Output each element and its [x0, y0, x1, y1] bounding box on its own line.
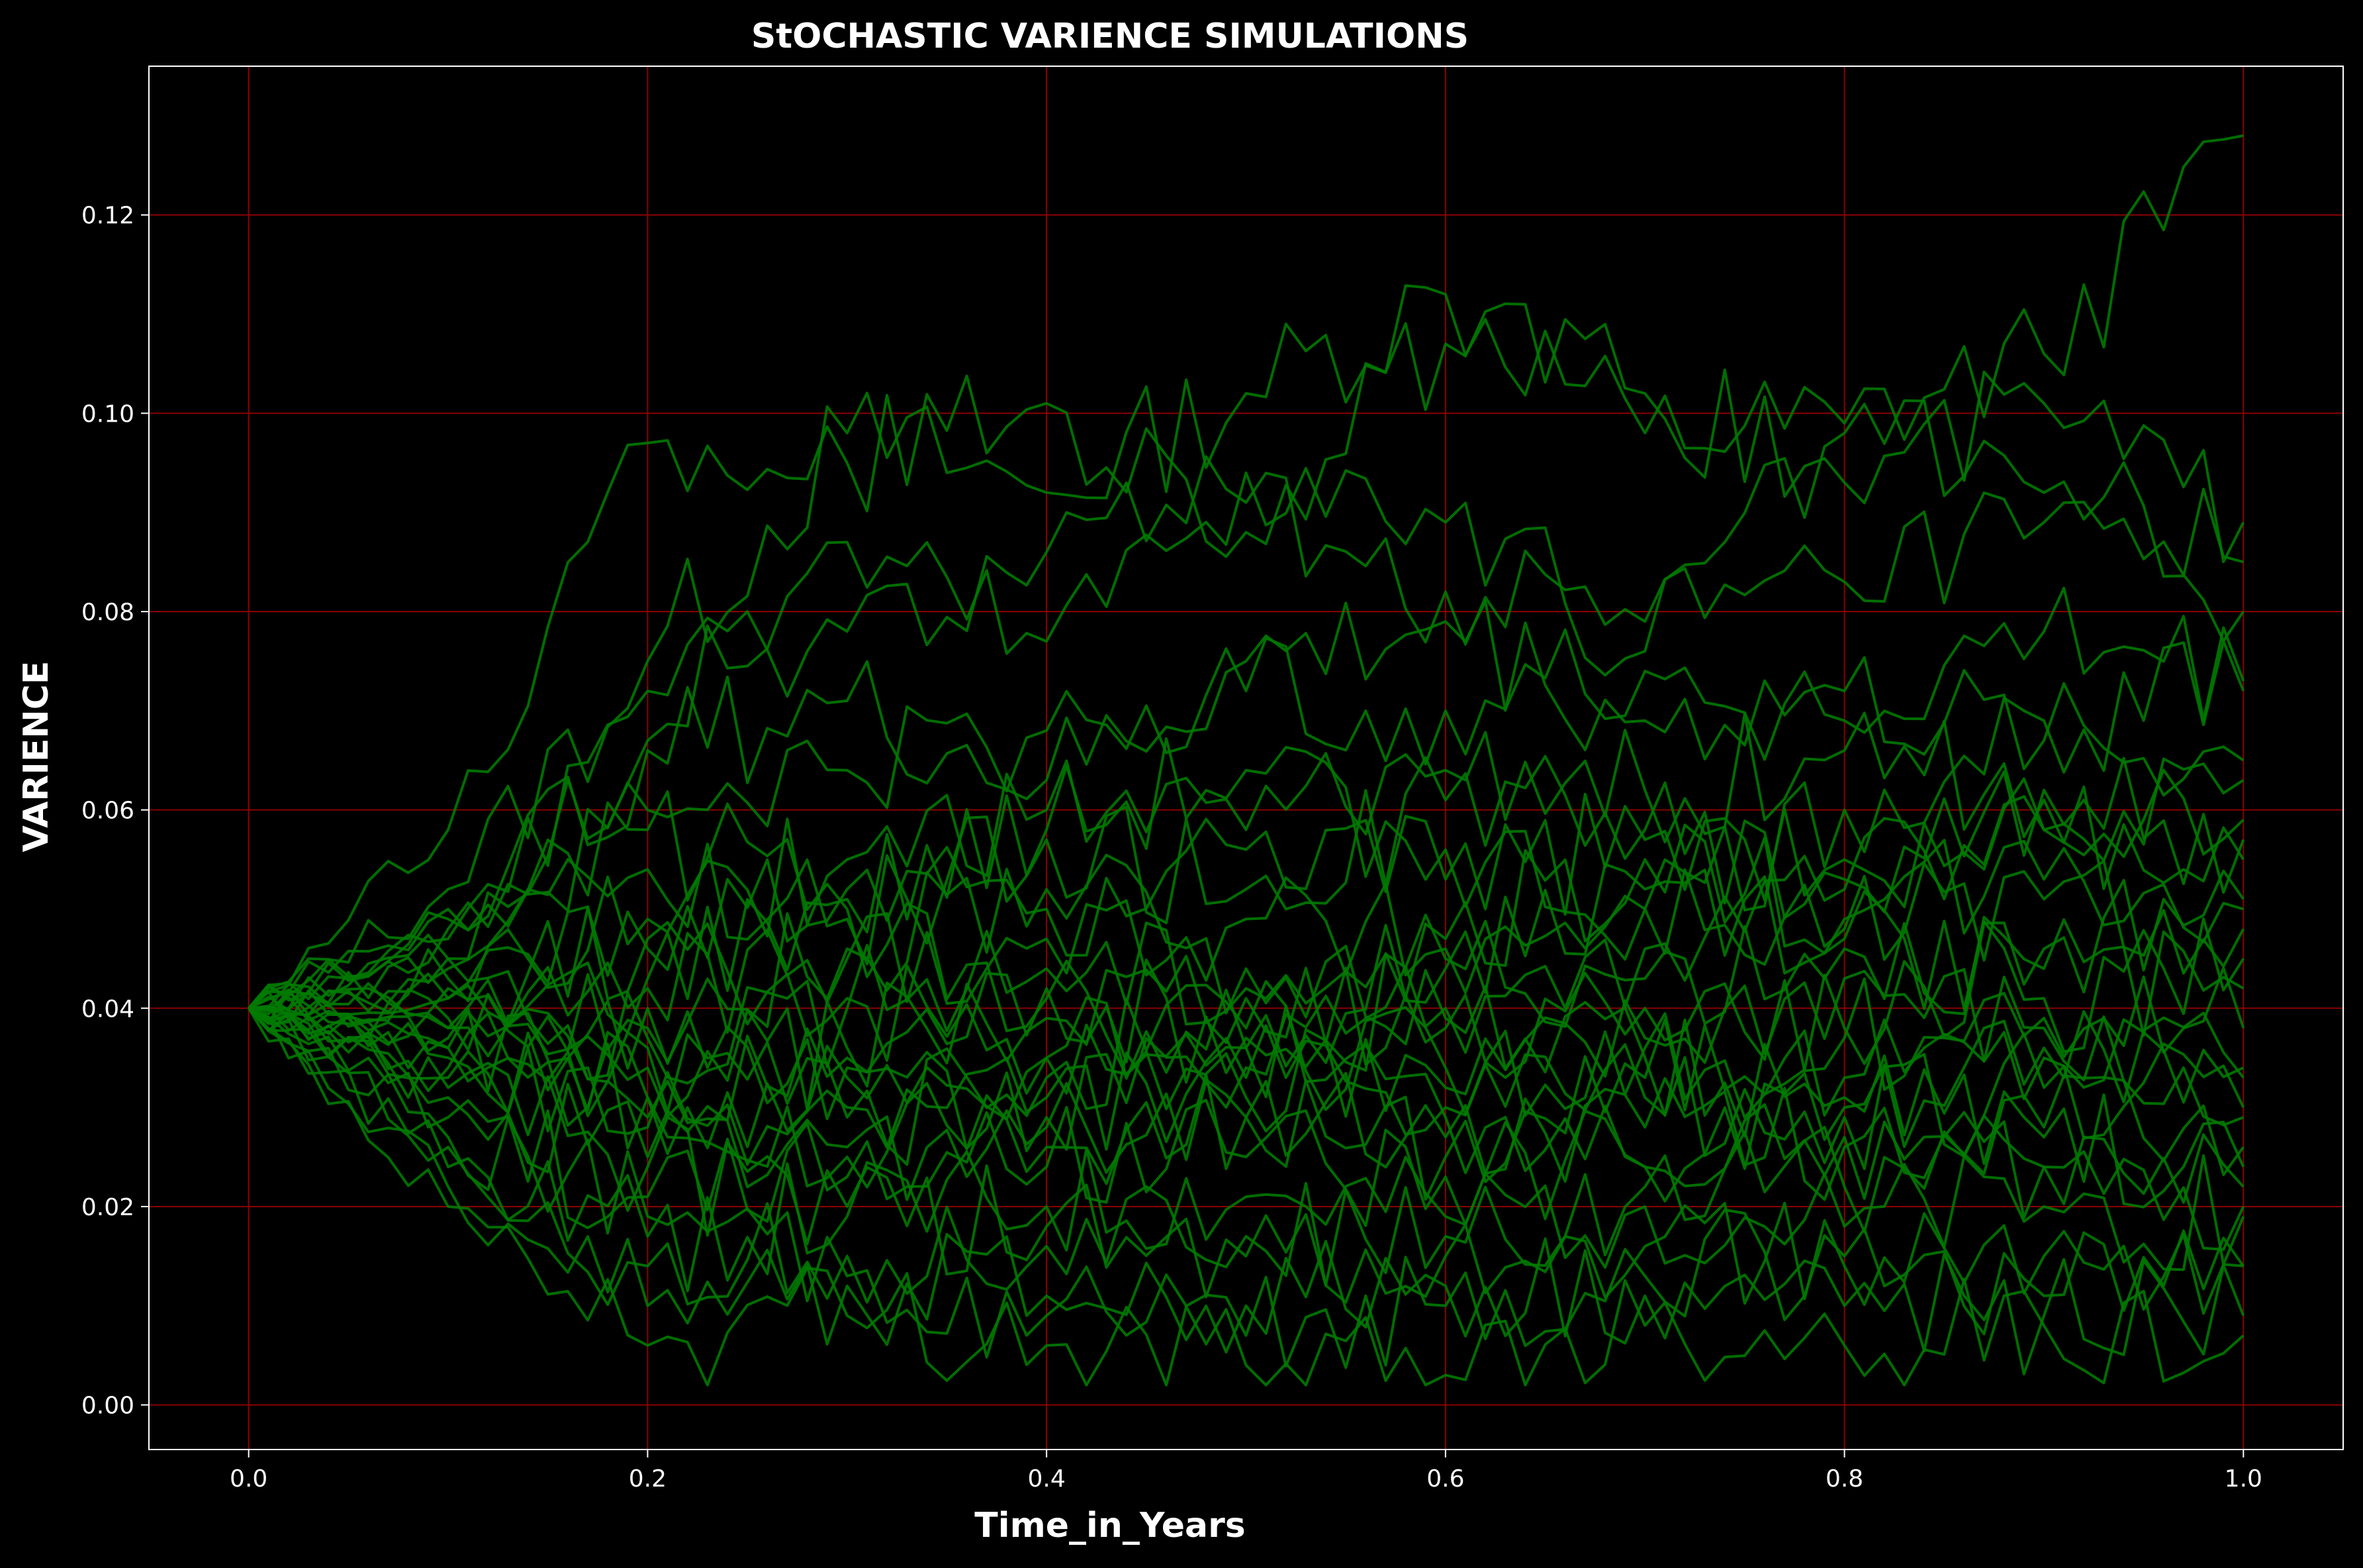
series-line	[248, 777, 2245, 1025]
plot-frame	[148, 66, 2344, 1450]
series-line	[248, 712, 2245, 1017]
x-tick-label: 0.8	[1826, 1465, 1863, 1493]
axes-frame	[148, 66, 2344, 1450]
x-axis-label: Time_in_Years	[974, 1506, 1245, 1545]
series-line	[248, 1007, 2245, 1375]
series-line	[248, 1007, 2245, 1387]
series-line	[248, 958, 2245, 1127]
series-line	[247, 1007, 2244, 1315]
y-tick-label: 0.10	[81, 400, 134, 428]
series-lines	[247, 134, 2245, 1387]
series-line	[248, 790, 2244, 1077]
x-tick-label: 0.4	[1028, 1465, 1066, 1493]
series-line	[248, 1007, 2245, 1293]
series-line	[248, 302, 2245, 1009]
series-line	[248, 869, 2245, 1201]
y-axis-label: VARIENCE	[17, 661, 56, 852]
x-tick-label: 1.0	[2225, 1465, 2262, 1493]
series-line	[248, 455, 2245, 1009]
x-tick-label: 0.2	[629, 1465, 667, 1493]
series-line	[248, 853, 2245, 1209]
tick-marks-and-labels: 0.0 0.2 0.4 0.6 0.8 1.0 0.00 0.02 0.04 0.06 0.08 0.…	[81, 203, 2262, 1493]
series-line	[248, 933, 2245, 1203]
y-tick-label: 0.00	[81, 1393, 134, 1420]
series-line	[248, 639, 2245, 1039]
y-tick-label: 0.06	[81, 798, 134, 825]
series-line	[248, 757, 2245, 1189]
y-tick-label: 0.12	[81, 203, 134, 230]
series-line	[248, 1007, 2245, 1170]
y-tick-label: 0.02	[81, 1194, 134, 1221]
chart-title: StOCHASTIC VARIENCE SIMULATIONS	[751, 17, 1469, 56]
x-tick-label: 0.0	[230, 1465, 267, 1493]
series-line	[248, 755, 2245, 1010]
series-line	[248, 1007, 2245, 1299]
series-line	[248, 1007, 2245, 1369]
series-line	[248, 586, 2245, 1009]
series-line	[248, 862, 2245, 1185]
x-tick-label: 0.6	[1426, 1465, 1464, 1493]
y-tick-label: 0.08	[81, 599, 134, 626]
y-tick-label: 0.04	[81, 995, 134, 1023]
series-line	[248, 600, 2245, 1009]
